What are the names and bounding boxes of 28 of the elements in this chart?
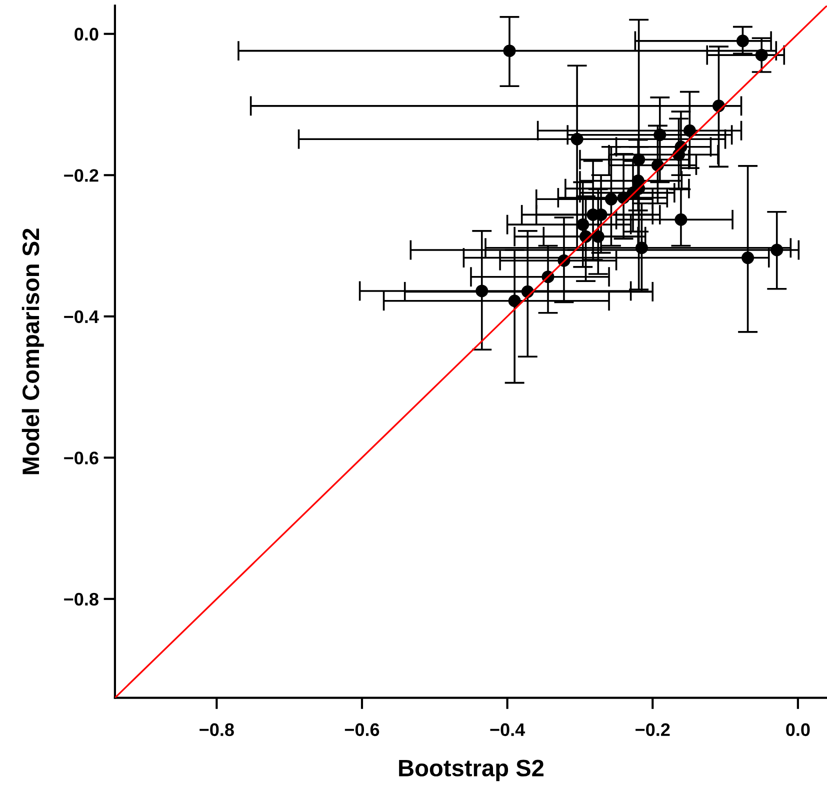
point (476, 284, 488, 298)
x-tick-label: −0.6 (344, 723, 380, 736)
point (683, 124, 696, 137)
point (632, 153, 646, 166)
point (654, 128, 666, 142)
point (503, 44, 516, 58)
point (592, 230, 604, 243)
y-tick-label: 0.0 (74, 28, 98, 41)
y-tick-label: −0.8 (64, 592, 98, 606)
point (604, 192, 618, 206)
x-tick-label: 0.0 (786, 723, 810, 736)
point (570, 132, 584, 146)
x-tick-label: −0.4 (490, 723, 526, 736)
y-axis-title: Model Comparison S2 (22, 228, 44, 474)
x-axis-title: Bootstrap S2 (399, 760, 544, 782)
y-tick-label: −0.2 (64, 169, 98, 182)
point (770, 244, 784, 256)
point (674, 213, 688, 226)
x-tick-label: −0.8 (200, 723, 234, 736)
point (508, 294, 521, 308)
point (635, 242, 648, 254)
point (755, 48, 768, 62)
point (742, 252, 754, 264)
y-tick-label: −0.6 (64, 452, 98, 464)
point (576, 218, 590, 231)
point (736, 34, 749, 48)
y-tick-label: −0.4 (64, 310, 99, 324)
x-tick-label: −0.2 (636, 723, 670, 736)
